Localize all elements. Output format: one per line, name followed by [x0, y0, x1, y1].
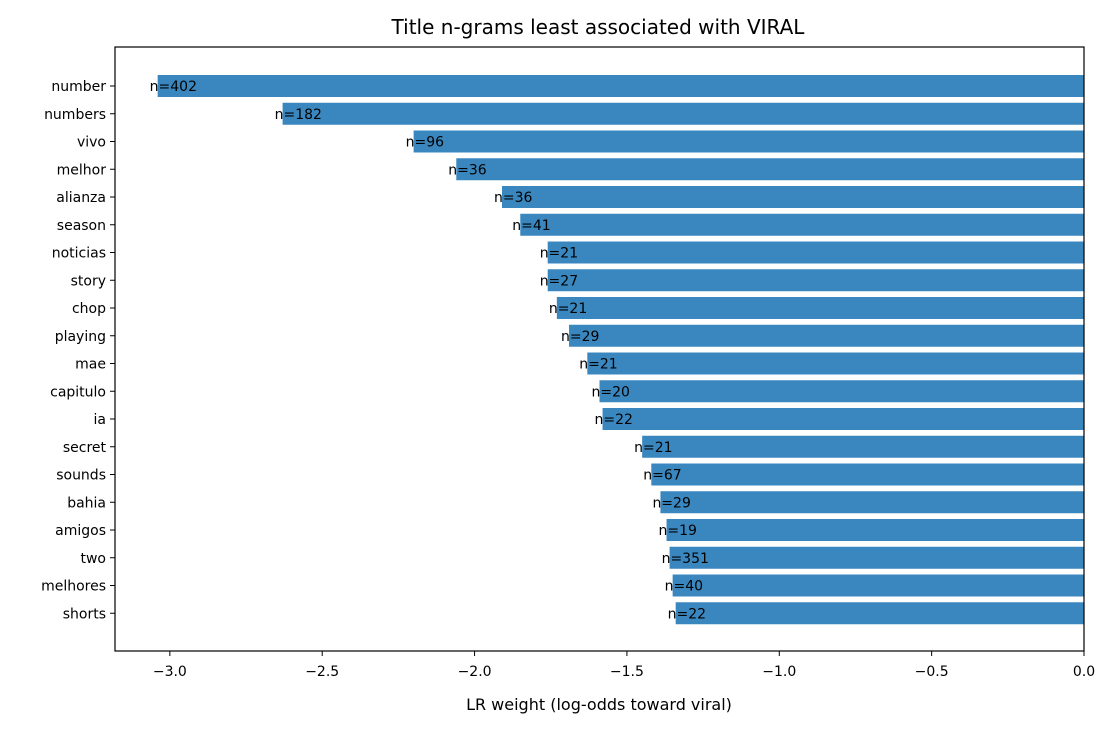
bar-vivo — [413, 130, 1084, 153]
x-tick-label: −2.5 — [305, 664, 339, 680]
bar-ia — [602, 408, 1084, 430]
y-tick-label: melhores — [41, 579, 106, 595]
chart-title: Title n-grams least associated with VIRA… — [391, 15, 806, 39]
bar-shorts — [675, 602, 1084, 625]
y-tick-label: story — [71, 273, 106, 289]
x-tick-label: −1.0 — [762, 664, 796, 680]
bar-story — [547, 269, 1084, 292]
y-tick-label: number — [51, 79, 106, 95]
bar-label: n=351 — [662, 551, 709, 567]
bar-number — [157, 75, 1084, 97]
y-tick-label: sounds — [56, 468, 106, 484]
x-tick-label: 0.0 — [1073, 664, 1095, 680]
bar-label: n=182 — [275, 107, 322, 123]
bar-melhores — [672, 574, 1084, 597]
x-tick-label: −2.0 — [458, 664, 492, 680]
bar-chop — [556, 297, 1084, 319]
bar-label: n=36 — [494, 190, 533, 206]
bar-label: n=21 — [540, 246, 578, 262]
bar-noticias — [547, 241, 1084, 264]
y-tick-label: noticias — [52, 246, 106, 262]
bar-label: n=21 — [549, 301, 587, 317]
bar-label: n=22 — [668, 606, 706, 622]
y-tick-label: capitulo — [50, 384, 106, 400]
bar-label: n=19 — [659, 523, 697, 539]
bar-label: n=96 — [406, 135, 445, 151]
bar-label: n=29 — [652, 495, 690, 511]
bar-labels-group: n=402n=182n=96n=36n=36n=41n=21n=27n=21n=… — [150, 79, 709, 622]
bar-label: n=29 — [561, 329, 599, 345]
y-tick-label: vivo — [77, 135, 106, 151]
bar-secret — [642, 435, 1084, 458]
x-axis-label: LR weight (log-odds toward viral) — [466, 695, 732, 714]
bar-label: n=21 — [579, 357, 617, 373]
x-tick-label: −3.0 — [153, 664, 187, 680]
y-tick-label: mae — [75, 357, 106, 373]
bar-sounds — [651, 463, 1084, 486]
bar-bahia — [660, 491, 1084, 514]
y-tick-label: alianza — [56, 190, 106, 206]
bar-mae — [587, 352, 1084, 375]
y-tick-label: shorts — [63, 606, 106, 622]
bar-label: n=20 — [592, 384, 630, 400]
y-tick-label: two — [80, 551, 106, 567]
y-tick-label: season — [57, 218, 106, 234]
plot-frame — [114, 46, 1085, 652]
y-tick-label: melhor — [57, 162, 107, 178]
y-tick-label: ia — [94, 412, 106, 428]
bar-capitulo — [599, 380, 1084, 403]
bar-label: n=36 — [448, 162, 487, 178]
bar-melhor — [456, 158, 1084, 181]
x-tick-label: −0.5 — [915, 664, 949, 680]
y-tick-label: bahia — [67, 495, 106, 511]
x-axis: −3.0 −2.5 −2.0 −1.5 −1.0 −0.5 0.0 — [153, 651, 1095, 680]
y-axis: number numbers vivo melhor alianza season noti… — [41, 79, 115, 622]
y-tick-label: numbers — [44, 107, 106, 123]
bar-amigos — [666, 519, 1084, 541]
bar-label: n=402 — [150, 79, 197, 95]
bar-label: n=67 — [643, 468, 681, 484]
y-tick-label: amigos — [55, 523, 106, 539]
bar-label: n=21 — [634, 440, 672, 456]
x-tick-label: −1.5 — [610, 664, 644, 680]
bar-label: n=22 — [595, 412, 633, 428]
bar-two — [669, 546, 1084, 569]
bar-numbers — [282, 102, 1084, 125]
bar-label: n=27 — [540, 273, 578, 289]
bar-season — [520, 213, 1084, 236]
y-tick-label: chop — [72, 301, 106, 317]
y-tick-label: secret — [63, 440, 107, 456]
bars-group — [157, 75, 1084, 625]
y-tick-label: playing — [55, 329, 106, 345]
bar-label: n=41 — [512, 218, 550, 234]
bar-playing — [569, 324, 1084, 347]
bar-alianza — [501, 186, 1084, 208]
bar-label: n=40 — [665, 579, 703, 595]
